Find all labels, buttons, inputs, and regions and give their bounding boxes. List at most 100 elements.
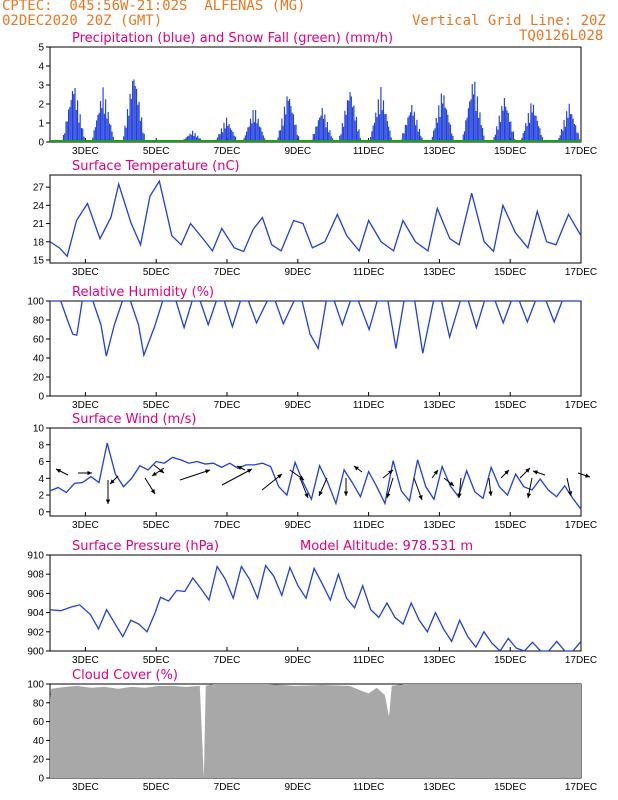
precip-bar xyxy=(434,128,436,142)
y-tick-label: 10 xyxy=(33,424,45,435)
precip-bar xyxy=(417,131,419,142)
precip-bar xyxy=(573,123,575,142)
day-tick-label: 17DEC xyxy=(565,267,597,278)
precip-bar xyxy=(260,127,262,142)
wind-arrowhead xyxy=(304,493,309,498)
precip-bar xyxy=(225,117,228,142)
precip-bar xyxy=(219,134,221,142)
precip-bar xyxy=(277,137,279,142)
precip-bar xyxy=(82,128,84,142)
precip-bar xyxy=(73,93,75,142)
y-tick-label: 40 xyxy=(33,354,45,365)
precip-bar xyxy=(416,119,418,142)
precip-bar xyxy=(372,125,374,142)
y-tick-label: 6 xyxy=(38,457,44,468)
precip-bar xyxy=(539,128,541,142)
precip-bar xyxy=(471,84,473,142)
day-tick-label: 11DEC xyxy=(353,146,385,157)
wind-arrowhead xyxy=(526,493,532,498)
day-tick-label: 3DEC xyxy=(72,146,99,157)
precip-bar xyxy=(96,120,98,142)
precip-bar xyxy=(192,130,194,142)
precip-bar xyxy=(315,126,317,142)
precip-bar xyxy=(451,133,453,142)
precip-bar xyxy=(576,132,578,142)
precip-bar xyxy=(62,135,65,142)
precip-bar xyxy=(98,112,100,142)
precip-bar xyxy=(108,123,111,142)
precip-bar xyxy=(71,91,74,142)
precip-bar xyxy=(466,117,468,142)
precip-bar xyxy=(125,127,127,142)
precip-bar xyxy=(462,134,464,142)
precip-bar xyxy=(79,114,81,142)
precip-bar xyxy=(278,130,280,142)
wind-arrowhead xyxy=(343,491,349,496)
day-tick-label: 9DEC xyxy=(284,400,311,411)
precip-bar xyxy=(143,133,145,142)
precip-bar xyxy=(329,130,331,142)
wind-arrowhead xyxy=(110,479,115,484)
wind-arrowhead xyxy=(585,473,590,478)
precip-bar xyxy=(499,121,502,142)
precip-bar xyxy=(251,123,253,142)
precip-bar xyxy=(577,133,579,142)
wind-arrowhead xyxy=(418,495,423,500)
precip-bar xyxy=(283,106,286,142)
y-tick-label: 1 xyxy=(38,119,44,130)
precip-bar xyxy=(411,104,413,142)
panel-frame xyxy=(49,300,582,397)
series-line xyxy=(50,300,581,358)
precip-bar xyxy=(99,101,102,142)
precip-bar xyxy=(407,117,409,142)
precip-bar xyxy=(359,137,361,142)
precip-bar xyxy=(376,117,378,142)
precip-bar xyxy=(474,81,476,142)
y-tick-label: 24 xyxy=(33,201,45,212)
precip-bar xyxy=(567,117,569,142)
precip-bar xyxy=(508,121,511,142)
y-tick-label: 40 xyxy=(33,736,45,747)
day-tick-label: 9DEC xyxy=(284,782,311,793)
day-tick-label: 15DEC xyxy=(494,655,526,666)
precip-bar xyxy=(78,122,80,142)
precip-bar xyxy=(358,129,360,142)
day-tick-label: 15DEC xyxy=(494,146,526,157)
precip-bar xyxy=(292,114,295,142)
precip-bar xyxy=(385,113,387,142)
y-tick-label: 100 xyxy=(27,680,44,691)
precip-bar xyxy=(261,131,263,142)
precip-bar xyxy=(465,120,467,142)
precip-bar xyxy=(470,99,472,142)
precip-bar xyxy=(232,131,234,142)
precip-bar xyxy=(530,103,532,142)
precip-bar xyxy=(229,128,231,142)
wind-arrowhead xyxy=(205,469,210,474)
precip-bar xyxy=(74,87,76,142)
day-tick-label: 15DEC xyxy=(494,400,526,411)
precip-bar xyxy=(480,125,482,142)
precip-bar xyxy=(436,122,439,142)
precip-bar xyxy=(483,135,485,142)
precip-bar xyxy=(527,112,529,142)
y-tick-label: 100 xyxy=(27,297,44,308)
day-tick-label: 5DEC xyxy=(143,655,170,666)
day-tick-label: 5DEC xyxy=(143,267,170,278)
precip-bar xyxy=(218,134,220,142)
precip-bar xyxy=(415,125,417,142)
precip-bar xyxy=(65,121,67,142)
precip-bar xyxy=(404,124,406,142)
precip-bar xyxy=(68,109,70,142)
precip-bar xyxy=(186,136,189,142)
precip-bar xyxy=(64,133,66,142)
wind-arrowhead xyxy=(386,493,391,498)
precip-bar xyxy=(257,118,259,142)
precip-bar xyxy=(224,128,226,142)
day-tick-label: 17DEC xyxy=(565,146,597,157)
precip-bar xyxy=(498,115,500,142)
day-tick-label: 3DEC xyxy=(72,655,99,666)
precip-bar xyxy=(476,96,478,142)
precip-bar xyxy=(129,93,131,142)
precip-bar xyxy=(354,120,356,142)
